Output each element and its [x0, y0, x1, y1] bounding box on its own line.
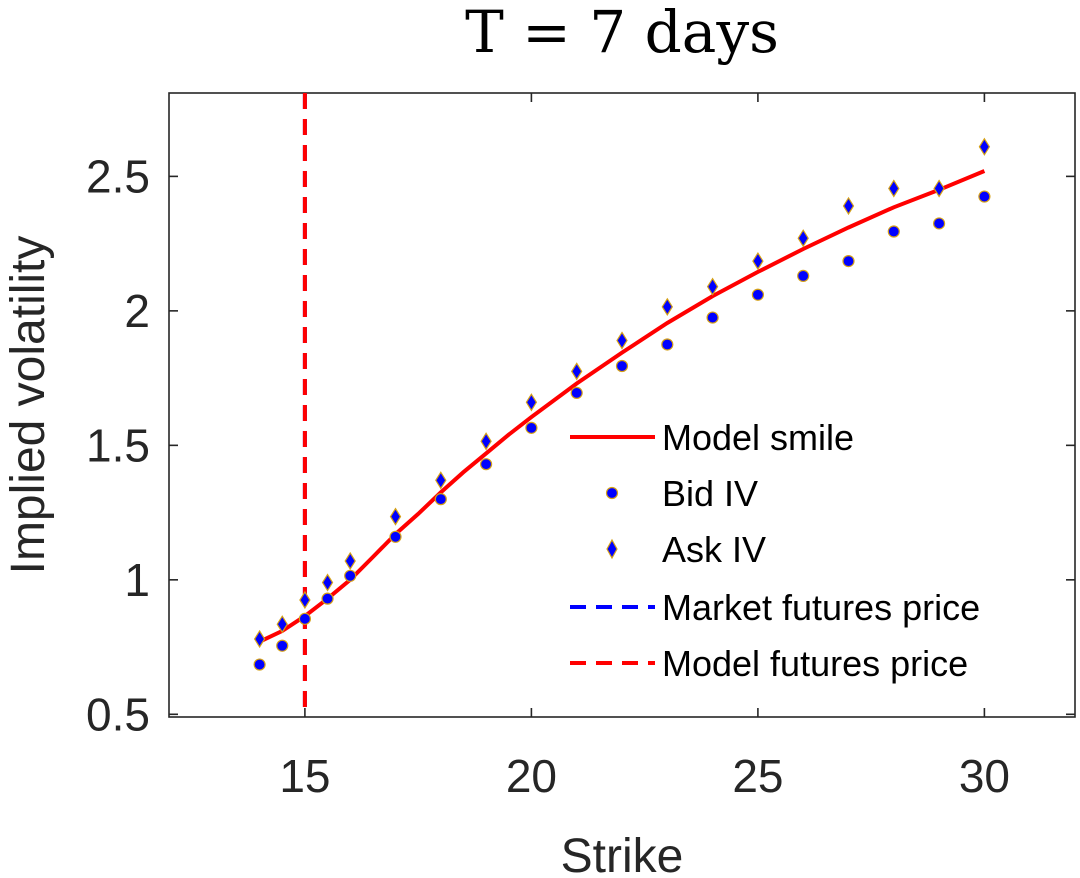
bid-iv-point — [570, 386, 583, 399]
ask-iv-point — [797, 229, 809, 248]
ask-iv-point — [706, 277, 719, 296]
ask-iv-point — [570, 362, 583, 381]
bid-iv-point — [253, 658, 266, 671]
x-tick-label: 30 — [959, 750, 1010, 802]
y-tick-label: 1 — [124, 554, 150, 606]
x-tick-label: 15 — [279, 750, 330, 802]
legend-ask-iv-label: Ask IV — [662, 529, 766, 570]
x-axis-label: Strike — [561, 830, 684, 878]
ask-iv-point — [480, 432, 492, 451]
ask-iv-point — [253, 629, 266, 649]
legend: Model smile Bid IV Ask IV Market futures… — [562, 415, 1062, 695]
ask-iv-point — [299, 590, 311, 610]
bid-iv-point — [706, 311, 719, 324]
ask-iv-point — [752, 251, 764, 271]
bid-iv-points — [253, 190, 991, 671]
ask-iv-point — [344, 551, 356, 571]
bid-iv-point — [797, 269, 810, 282]
legend-ask-iv-swatch — [606, 538, 618, 560]
x-tick-label: 20 — [506, 750, 557, 802]
ask-iv-point — [435, 471, 447, 490]
y-tick-label: 1.5 — [86, 419, 150, 471]
x-tick-label: 25 — [732, 750, 783, 802]
bid-iv-point — [321, 592, 334, 605]
ask-iv-point — [888, 179, 900, 198]
ask-iv-point — [616, 331, 628, 350]
legend-market-futures-label: Market futures price — [662, 587, 980, 628]
legend-model-smile-label: Model smile — [662, 417, 854, 458]
legend-bid-iv-label: Bid IV — [662, 473, 758, 514]
ask-iv-point — [933, 179, 945, 198]
bid-iv-point — [751, 288, 765, 301]
bid-iv-point — [661, 338, 674, 351]
ask-iv-point — [842, 196, 855, 216]
ask-iv-point — [661, 297, 674, 316]
bid-iv-point — [525, 421, 538, 434]
bid-iv-point — [434, 493, 447, 506]
legend-bid-iv-swatch — [605, 486, 619, 500]
y-tick-label: 2.5 — [86, 150, 150, 202]
y-axis-label: Implied volatility — [2, 236, 55, 575]
bid-iv-point — [480, 458, 493, 471]
model-smile-line — [258, 169, 986, 644]
legend-box — [562, 415, 1062, 695]
bid-iv-point — [978, 190, 991, 203]
bid-iv-point — [276, 639, 289, 652]
ask-iv-point — [321, 573, 334, 592]
ask-iv-point — [978, 137, 991, 156]
y-tick-label: 2 — [124, 285, 150, 337]
ask-iv-point — [525, 393, 538, 412]
bid-iv-point — [298, 612, 311, 625]
ask-iv-points — [253, 137, 991, 649]
bid-iv-point — [842, 255, 855, 268]
y-axis-ticks: 0.5 1 1.5 2 2.5 — [86, 150, 1075, 740]
ask-iv-point — [389, 507, 402, 526]
x-axis-ticks: 15 20 25 30 — [279, 93, 1010, 802]
bid-iv-point — [887, 225, 900, 238]
bid-iv-point — [344, 569, 357, 582]
bid-iv-point — [932, 217, 946, 230]
bid-iv-point — [615, 359, 629, 373]
y-tick-label: 0.5 — [86, 688, 150, 740]
chart-title: T = 7 days — [465, 0, 779, 66]
ask-iv-point — [276, 615, 288, 634]
legend-model-futures-label: Model futures price — [662, 643, 968, 684]
bid-iv-point — [389, 530, 402, 543]
